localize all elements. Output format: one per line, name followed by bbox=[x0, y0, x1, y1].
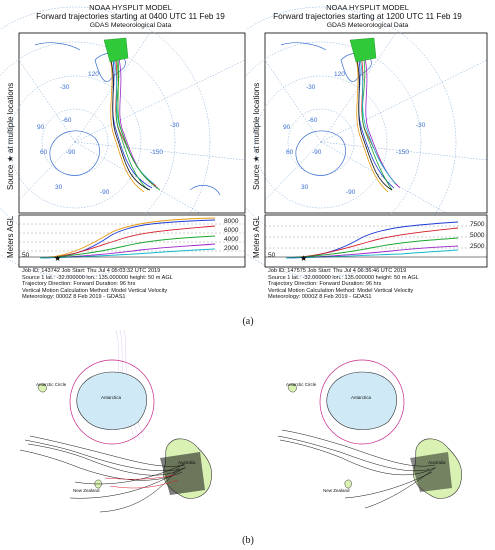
lat-label: -90 bbox=[66, 149, 76, 156]
lon-label: -30 bbox=[416, 122, 426, 129]
lon-label: -90 bbox=[100, 189, 110, 196]
height-frame bbox=[18, 214, 246, 268]
source-region bbox=[349, 37, 377, 63]
polar-grid bbox=[0, 6, 246, 278]
height-tick: 5000 bbox=[470, 232, 485, 239]
panel-right-graphic: ★ bbox=[246, 6, 488, 278]
run-info-line: Meteorology: 0000Z 8 Feb 2019 - GDAS1 bbox=[268, 294, 372, 301]
lon-label: -150 bbox=[150, 149, 164, 156]
run-info-line: Vertical Motion Calculation Method: Mode… bbox=[22, 287, 168, 294]
run-info-line: Job ID: 147575 Job Start: Thu Jul 4 06:3… bbox=[268, 268, 407, 274]
run-info-line: Source 1 lat.: -32.000000 lon.: 135.0000… bbox=[268, 274, 419, 281]
panel-left-graphic: ★ bbox=[0, 6, 246, 278]
trajectory-bundle bbox=[355, 49, 401, 193]
run-info-line: Job ID: 143742 Job Start: Thu Jul 4 05:0… bbox=[22, 268, 161, 274]
lat-label: -60 bbox=[308, 117, 318, 124]
panel-right-run-title: Forward trajectories starting at 1200 UT… bbox=[273, 12, 462, 21]
height-tick: 7500 bbox=[470, 221, 485, 228]
antarctica-landmass bbox=[76, 371, 147, 430]
label-new-zealand: New Zealand bbox=[323, 488, 350, 493]
label-antarctic-circle: Antarctic Circle bbox=[286, 382, 317, 387]
lat-label: -90 bbox=[312, 149, 322, 156]
greenland-island bbox=[287, 383, 297, 393]
run-info-line: Trajectory Direction: Forward Duration: … bbox=[22, 281, 136, 288]
height-tick: 2500 bbox=[470, 243, 485, 250]
lon-label: 30 bbox=[301, 184, 309, 191]
label-australia: Australia bbox=[178, 460, 196, 465]
label-antarctica: Antarctica bbox=[351, 395, 372, 400]
run-info-line: Meteorology: 0000Z 8 Feb 2019 - GDAS1 bbox=[22, 294, 126, 301]
panel-left-model-title: NOAA HYSPLIT MODEL bbox=[89, 3, 172, 12]
trajectory-tracks bbox=[19, 435, 187, 513]
height-gridlines bbox=[265, 225, 487, 249]
lon-label: 60 bbox=[40, 149, 48, 156]
new-zealand-landmass bbox=[344, 479, 352, 489]
caption-b: (b) bbox=[242, 535, 254, 546]
panel-left-run-title: Forward trajectories starting at 0400 UT… bbox=[36, 12, 225, 21]
greenland-island bbox=[37, 383, 47, 393]
panel-left-met-title: GDAS Meteorological Data bbox=[89, 22, 172, 29]
height-base-tick: 50 bbox=[22, 252, 30, 259]
trajectory-density-core bbox=[160, 452, 205, 495]
height-frame bbox=[264, 214, 488, 268]
antarctic-circle-line bbox=[69, 359, 155, 445]
height-tick: 6000 bbox=[224, 227, 239, 234]
lon-label: -30 bbox=[170, 122, 180, 129]
panel-left-run-info: Job ID: 143742 Job Start: Thu Jul 4 05:0… bbox=[22, 268, 173, 301]
panel-right-model-title: NOAA HYSPLIT MODEL bbox=[326, 3, 409, 12]
red-trajectory-accents bbox=[104, 474, 179, 489]
trajectory-tracks bbox=[277, 429, 437, 509]
height-base-tick: 50 bbox=[268, 252, 276, 259]
lon-label: 90 bbox=[283, 124, 291, 131]
antarctic-circle-line bbox=[319, 359, 405, 445]
map-frame bbox=[18, 32, 246, 214]
label-antarctic-circle: Antarctic Circle bbox=[36, 382, 67, 387]
source-star-marker: ★ bbox=[300, 254, 307, 263]
panel-right-met-title: GDAS Meteorological Data bbox=[326, 22, 409, 29]
trajectory-density-core bbox=[410, 452, 452, 492]
lon-label: 90 bbox=[37, 124, 45, 131]
lon-label: 120 bbox=[334, 71, 345, 78]
lon-label: 30 bbox=[55, 184, 63, 191]
lat-label: -30 bbox=[60, 84, 70, 91]
panel-left-title: NOAA HYSPLIT MODEL Forward trajectories … bbox=[8, 3, 253, 30]
trajectory-bundle bbox=[109, 49, 161, 193]
run-info-line: Trajectory Direction: Forward Duration: … bbox=[268, 281, 382, 288]
lon-label: -150 bbox=[396, 149, 410, 156]
panel-right-title: NOAA HYSPLIT MODEL Forward trajectories … bbox=[245, 3, 490, 30]
lon-label: 120 bbox=[88, 71, 99, 78]
source-region bbox=[103, 37, 129, 63]
height-tick: 4000 bbox=[224, 236, 239, 243]
bottom-map-left bbox=[19, 330, 212, 513]
caption-a: (a) bbox=[242, 316, 254, 327]
label-antarctica: Antarctica bbox=[101, 395, 122, 400]
label-australia: Australia bbox=[428, 460, 446, 465]
antarctica-landmass bbox=[326, 371, 397, 430]
height-gridlines bbox=[19, 223, 245, 252]
run-info-line: Vertical Motion Calculation Method: Mode… bbox=[268, 287, 414, 294]
lat-label: -30 bbox=[306, 84, 316, 91]
run-info-line: Source 1 lat.: -32.000000 lon.: 135.0000… bbox=[22, 274, 173, 281]
height-tick: 8000 bbox=[224, 218, 239, 225]
label-new-zealand: New Zealand bbox=[73, 488, 100, 493]
map-frame bbox=[264, 32, 488, 214]
source-star-marker: ★ bbox=[54, 254, 61, 263]
lon-label: 60 bbox=[286, 149, 294, 156]
height-tick: 2000 bbox=[224, 245, 239, 252]
bottom-map-right bbox=[277, 359, 462, 509]
lat-label: -60 bbox=[62, 117, 72, 124]
panel-right-run-info: Job ID: 147575 Job Start: Thu Jul 4 06:3… bbox=[268, 268, 419, 301]
lon-label: -90 bbox=[346, 189, 356, 196]
